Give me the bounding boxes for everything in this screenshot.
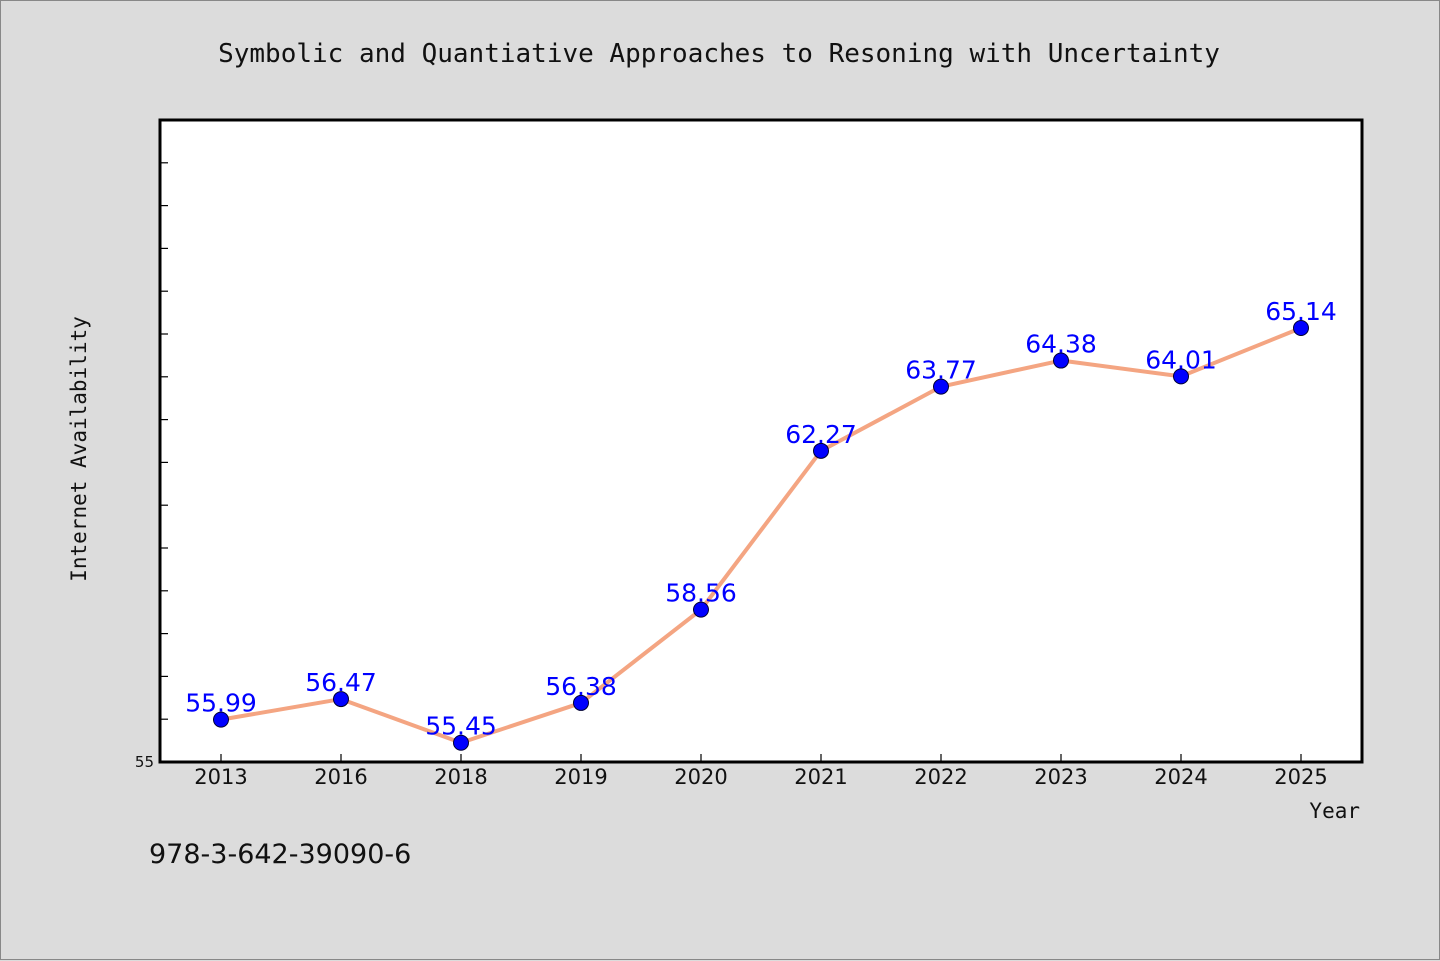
data-label: 63.77 bbox=[905, 356, 977, 385]
data-point bbox=[213, 711, 229, 728]
data-label: 58.56 bbox=[665, 579, 737, 608]
data-label: 65.14 bbox=[1265, 297, 1337, 326]
data-label: 56.47 bbox=[305, 668, 377, 697]
data-point bbox=[1293, 320, 1309, 337]
data-point bbox=[1053, 352, 1069, 369]
data-point bbox=[693, 601, 709, 618]
footer-isbn: 978-3-642-39090-6 bbox=[149, 839, 411, 870]
data-point bbox=[573, 694, 589, 711]
series-line bbox=[219, 326, 1303, 745]
x-tick-label: 2018 bbox=[434, 765, 487, 789]
data-label: 64.01 bbox=[1145, 345, 1217, 374]
x-tick-label: 2024 bbox=[1154, 765, 1207, 789]
y-axis-label: Internet Availability bbox=[67, 316, 91, 582]
data-point bbox=[933, 378, 949, 395]
y-axis-ticks: 55 bbox=[135, 162, 168, 771]
chart-title: Symbolic and Quantiative Approaches to R… bbox=[218, 39, 1220, 69]
data-label: 55.45 bbox=[425, 712, 497, 741]
x-axis-ticks: 2013 2016 2018 2019 2020 2021 2022 2023 2024 2025 bbox=[194, 754, 1328, 789]
data-point bbox=[813, 442, 829, 459]
y-tick-label: 55 bbox=[135, 753, 154, 771]
data-label: 64.38 bbox=[1025, 330, 1097, 359]
data-label: 62.27 bbox=[785, 420, 857, 449]
data-label: 55.99 bbox=[185, 689, 257, 718]
data-point bbox=[453, 734, 469, 751]
series-group: 55.99 56.47 55.45 56.38 58.56 62.27 63.77 64.38… bbox=[185, 297, 1337, 751]
x-tick-label: 2022 bbox=[914, 765, 967, 789]
x-tick-label: 2023 bbox=[1034, 765, 1087, 789]
data-label: 56.38 bbox=[545, 672, 617, 701]
x-tick-label: 2013 bbox=[194, 765, 247, 789]
x-tick-label: 2019 bbox=[554, 765, 607, 789]
data-point bbox=[1173, 368, 1189, 385]
x-tick-label: 2016 bbox=[314, 765, 367, 789]
x-tick-label: 2025 bbox=[1274, 765, 1327, 789]
x-tick-label: 2020 bbox=[674, 765, 727, 789]
x-tick-label: 2021 bbox=[794, 765, 847, 789]
x-axis-label: Year bbox=[1309, 799, 1360, 823]
plot-area bbox=[158, 118, 1364, 764]
data-point bbox=[333, 691, 349, 708]
